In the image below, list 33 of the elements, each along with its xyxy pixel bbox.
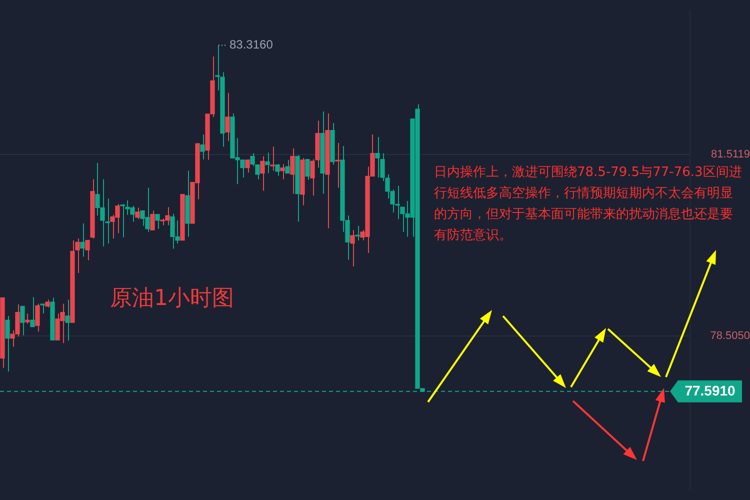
candlestick bbox=[80, 222, 85, 258]
candlestick bbox=[85, 239, 90, 261]
candlestick bbox=[200, 134, 205, 160]
annotation: 日内操作上，激进可围绕78.5-79.5与77-76.3区间进行短线低多高空操作，行情预期短期内不太会有明显的方向，但对于基本面可能带来的扰动消息也还是要有防范意识。 bbox=[434, 164, 742, 245]
candlestick bbox=[150, 210, 155, 231]
annotation: 83.3160 bbox=[230, 38, 274, 52]
candlestick bbox=[285, 159, 290, 174]
candlestick bbox=[350, 230, 355, 267]
candlestick bbox=[225, 92, 230, 142]
candlestick bbox=[5, 315, 10, 372]
candlestick bbox=[75, 238, 80, 274]
candlestick bbox=[280, 164, 285, 180]
candlestick bbox=[20, 306, 25, 336]
candlestick bbox=[65, 299, 70, 342]
candlestick bbox=[260, 156, 265, 192]
candlestick bbox=[270, 146, 275, 172]
candlestick bbox=[305, 158, 310, 180]
candlestick bbox=[25, 312, 30, 324]
y-tick-label: 78.5050 bbox=[710, 330, 750, 342]
text: 原油1小时图 bbox=[110, 285, 234, 313]
candlestick bbox=[290, 148, 295, 194]
candlestick bbox=[135, 207, 140, 220]
ref-line-label: 77.5910 bbox=[684, 382, 736, 398]
candlestick bbox=[155, 214, 160, 230]
candlestick bbox=[265, 152, 270, 174]
candlestick bbox=[245, 158, 250, 174]
candlestick bbox=[275, 164, 280, 176]
candlestick bbox=[335, 142, 340, 188]
y-tick-label: 81.5119 bbox=[711, 148, 750, 160]
candlestick bbox=[355, 225, 360, 241]
candlestick bbox=[30, 296, 35, 328]
candlestick bbox=[35, 303, 40, 332]
candlestick bbox=[40, 303, 45, 314]
